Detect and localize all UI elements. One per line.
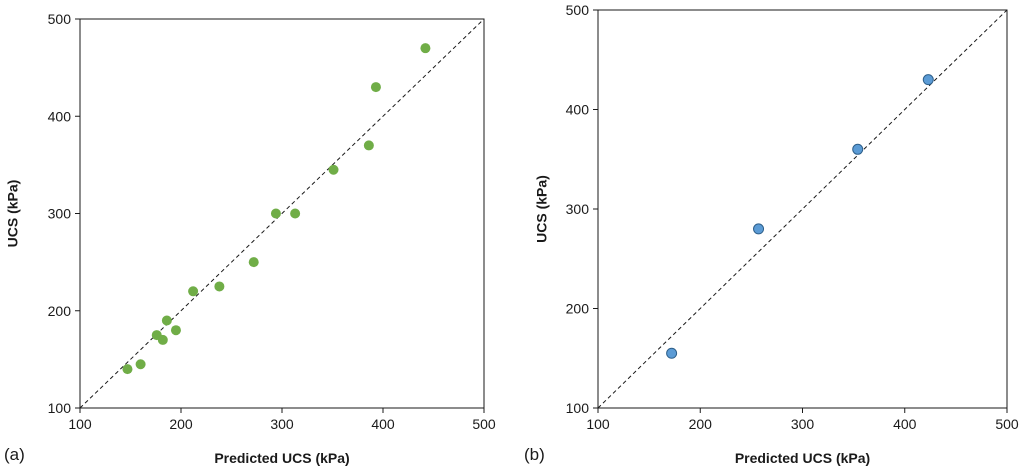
chart-a-x-tick-label: 400: [371, 416, 395, 432]
chart-b: 100 200 300 400 500 100 200 300 400 500 Predicted…: [524, 2, 1019, 466]
chart-b-y-tick-label: 100: [566, 400, 590, 416]
chart-a: 100 200 300 400 500 100 200 300 400 500 Predicted…: [4, 11, 496, 466]
chart-a-data-point: [270, 208, 281, 219]
chart-b-y-tick-label: 400: [566, 102, 590, 118]
chart-a-reference-line: [79, 18, 485, 409]
chart-b-x-axis-label: Predicted UCS (kPa): [735, 450, 870, 466]
chart-a-data-point: [214, 281, 225, 292]
chart-a-data-point: [157, 334, 168, 345]
chart-a-data-point: [420, 43, 431, 54]
chart-b-data-point: [852, 143, 864, 155]
chart-b-data-point: [922, 74, 934, 86]
chart-a-data-point: [248, 257, 259, 268]
chart-a-y-tick-label: 400: [48, 108, 72, 124]
chart-a-x-tick-label: 300: [270, 416, 294, 432]
chart-a-x-tick-label: 500: [472, 416, 496, 432]
chart-a-y-tick-label: 100: [48, 400, 72, 416]
chart-b-y-tick-label: 300: [566, 201, 590, 217]
chart-a-x-tick-label: 100: [68, 416, 92, 432]
chart-a-data-point: [363, 140, 374, 151]
chart-a-data-point: [328, 164, 339, 175]
chart-a-y-axis-label: UCS (kPa): [5, 180, 21, 248]
chart-a-data-point: [370, 82, 381, 93]
chart-a-data-point: [170, 325, 181, 336]
chart-b-data-point: [666, 347, 678, 359]
chart-a-data-point: [290, 208, 301, 219]
chart-b-y-tick-label: 500: [566, 2, 590, 18]
chart-b-panel-label: (b): [524, 445, 545, 464]
chart-a-y-tick-label: 300: [48, 206, 72, 222]
chart-b-x-tick-label: 500: [995, 416, 1019, 432]
chart-b-data-point: [753, 223, 765, 235]
chart-a-data-point: [135, 359, 146, 370]
chart-b-x-tick-label: 400: [893, 416, 917, 432]
chart-a-y-tick-label: 200: [48, 303, 72, 319]
chart-a-panel-label: (a): [4, 445, 25, 464]
chart-a-data-point: [161, 315, 172, 326]
chart-b-x-tick-label: 300: [791, 416, 815, 432]
chart-a-x-axis-label: Predicted UCS (kPa): [214, 450, 349, 466]
chart-a-x-tick-label: 200: [169, 416, 193, 432]
chart-a-y-tick-label: 500: [48, 11, 72, 27]
chart-a-data-point: [122, 364, 133, 375]
chart-b-x-tick-label: 200: [689, 416, 713, 432]
chart-b-y-axis-label: UCS (kPa): [534, 175, 550, 243]
chart-b-reference-line: [597, 9, 1008, 409]
chart-b-y-tick-label: 200: [566, 301, 590, 317]
chart-b-x-tick-label: 100: [586, 416, 610, 432]
chart-a-data-point: [188, 286, 199, 297]
